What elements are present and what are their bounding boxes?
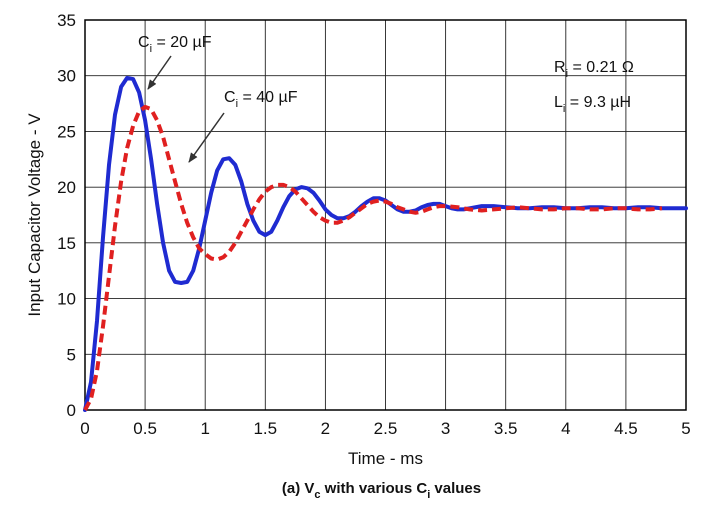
annotation-subscript: i bbox=[236, 98, 238, 110]
x-tick-label: 2.5 bbox=[374, 419, 398, 438]
annotation-base: C bbox=[138, 34, 150, 51]
x-tick-label: 4 bbox=[561, 419, 570, 438]
annotation-li: Li = 9.3 µH bbox=[554, 94, 631, 115]
x-tick-label: 4.5 bbox=[614, 419, 638, 438]
annotation-base: L bbox=[554, 94, 563, 111]
annotation-base: C bbox=[224, 89, 236, 106]
y-tick-label: 35 bbox=[57, 11, 76, 30]
x-tick-label: 2 bbox=[321, 419, 330, 438]
y-tick-label: 25 bbox=[57, 122, 76, 141]
annotation-arrow-ci-20uf bbox=[147, 55, 172, 90]
x-tick-label: 3 bbox=[441, 419, 450, 438]
caption-suffix: values bbox=[430, 480, 481, 497]
caption-prefix: (a) V bbox=[282, 480, 315, 497]
y-tick-label: 20 bbox=[57, 178, 76, 197]
plot-frame bbox=[84, 19, 687, 411]
caption-middle: with various C bbox=[321, 480, 428, 497]
x-tick-label: 3.5 bbox=[494, 419, 518, 438]
annotation-base: R bbox=[554, 59, 566, 76]
x-tick-label: 0.5 bbox=[133, 419, 157, 438]
annotation-rest: = 9.3 µH bbox=[565, 94, 631, 111]
tick-labels: 0 0.5 1 1.5 2 2.5 3 3.5 4 4.5 5 0 5 10 15 20 25 30 35 bbox=[57, 11, 691, 438]
x-tick-label: 1.5 bbox=[253, 419, 277, 438]
annotation-rest: = 0.21 Ω bbox=[568, 59, 634, 76]
y-tick-label: 10 bbox=[57, 290, 76, 309]
annotation-arrow-ci-40uf bbox=[188, 112, 225, 163]
x-tick-label: 1 bbox=[200, 419, 209, 438]
annotation-ci-20uf: Ci = 20 µF bbox=[138, 34, 212, 55]
y-tick-label: 15 bbox=[57, 234, 76, 253]
annotation-ci-40uf: Ci = 40 µF bbox=[224, 89, 298, 110]
x-axis-title: Time - ms bbox=[348, 449, 423, 468]
caption-subscript-2: i bbox=[427, 489, 430, 501]
annotation-subscript: i bbox=[566, 68, 568, 80]
annotation-rest: = 20 µF bbox=[152, 34, 212, 51]
x-tick-label: 0 bbox=[80, 419, 89, 438]
annotation-subscript: i bbox=[150, 43, 152, 55]
grid bbox=[84, 19, 687, 411]
annotation-rest: = 40 µF bbox=[238, 89, 298, 106]
series-line-ci-40uf bbox=[83, 104, 663, 411]
y-tick-label: 30 bbox=[57, 67, 76, 86]
caption-subscript-1: c bbox=[314, 489, 320, 501]
figure-caption: (a) Vc with various Ci values bbox=[282, 480, 481, 501]
annotation-ri: Ri = 0.21 Ω bbox=[554, 59, 634, 80]
y-tick-label: 0 bbox=[67, 401, 76, 420]
y-axis-title: Input Capacitor Voltage - V bbox=[25, 113, 44, 317]
y-tick-label: 5 bbox=[67, 345, 76, 364]
series-layer bbox=[83, 75, 688, 412]
annotation-subscript: i bbox=[563, 103, 565, 115]
x-tick-label: 5 bbox=[681, 419, 690, 438]
